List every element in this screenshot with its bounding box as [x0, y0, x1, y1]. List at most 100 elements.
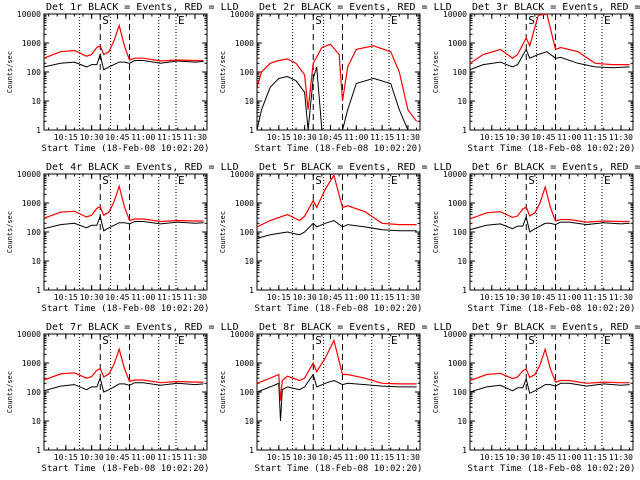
x-tick-label: 11:15	[370, 453, 394, 462]
y-axis-label: Counts/sec	[6, 371, 14, 413]
plot-frame	[469, 333, 634, 451]
x-tick-label: 11:00	[131, 293, 155, 302]
y-axis-label: Counts/sec	[219, 51, 227, 93]
x-tick-label: 10:15	[267, 453, 291, 462]
x-tick-label: 10:30	[80, 453, 104, 462]
y-tick-label: 1000	[235, 359, 254, 368]
y-tick-label: 10	[457, 257, 467, 266]
x-tick-label: 11:30	[609, 133, 633, 142]
panel-title: Det 2r BLACK = Events, RED = LLD	[259, 2, 452, 13]
y-tick-label: 10000	[17, 170, 41, 179]
plot-frame	[43, 173, 208, 291]
x-tick-label: 10:15	[480, 293, 504, 302]
y-tick-label: 10000	[17, 330, 41, 339]
x-tick-label: 11:30	[396, 293, 420, 302]
x-tick-label: 10:45	[531, 293, 555, 302]
series-lld-line	[257, 43, 418, 122]
series-events-line	[257, 219, 417, 239]
start-marker-label: S	[102, 334, 109, 347]
y-tick-label: 1000	[448, 359, 467, 368]
x-tick-label: 10:30	[506, 133, 530, 142]
start-marker-label: S	[102, 174, 109, 187]
series-lld-line	[44, 347, 204, 384]
x-axis-label: Start Time (18-Feb-08 10:02:20)	[255, 304, 423, 314]
series-events-line	[44, 376, 204, 393]
y-tick-label: 1	[249, 286, 254, 295]
panel-title: Det 7r BLACK = Events, RED = LLD	[46, 322, 239, 333]
y-tick-label: 10	[244, 97, 254, 106]
y-tick-label: 10	[31, 97, 41, 106]
x-tick-label: 11:00	[557, 133, 581, 142]
y-tick-label: 1000	[448, 199, 467, 208]
x-tick-label: 11:15	[583, 133, 607, 142]
start-marker-label: S	[102, 14, 109, 27]
x-axis-label: Start Time (18-Feb-08 10:02:20)	[42, 464, 210, 474]
y-tick-label: 10000	[443, 330, 467, 339]
x-tick-label: 10:15	[480, 133, 504, 142]
y-tick-label: 10	[244, 417, 254, 426]
x-tick-label: 11:00	[131, 453, 155, 462]
panel-title: Det 5r BLACK = Events, RED = LLD	[259, 162, 452, 173]
series-events-line	[44, 214, 204, 232]
end-marker-label: E	[391, 14, 398, 27]
series-lld-line	[44, 184, 204, 223]
y-tick-label: 10	[244, 257, 254, 266]
x-tick-label: 11:30	[183, 453, 207, 462]
y-tick-label: 100	[27, 388, 42, 397]
x-tick-label: 11:30	[183, 293, 207, 302]
detector-panel-7: Det 7r BLACK = Events, RED = LLD 1 10 100 10…	[6, 322, 239, 474]
end-marker-label: E	[604, 334, 611, 347]
detector-panel-5: Det 5r BLACK = Events, RED = LLD 1 10 100 10…	[219, 162, 452, 314]
y-axis-label: Counts/sec	[432, 211, 440, 253]
y-axis-label: Counts/sec	[219, 371, 227, 413]
y-tick-label: 1	[462, 446, 467, 455]
x-tick-label: 11:15	[583, 293, 607, 302]
panel-title: Det 6r BLACK = Events, RED = LLD	[472, 162, 640, 173]
x-tick-label: 11:00	[557, 293, 581, 302]
series-lld-line	[470, 184, 630, 223]
x-tick-label: 10:30	[80, 133, 104, 142]
y-tick-label: 1	[36, 126, 41, 135]
x-tick-label: 10:45	[318, 453, 342, 462]
plot-frame	[43, 13, 208, 131]
x-tick-label: 10:15	[267, 133, 291, 142]
y-tick-label: 100	[27, 68, 42, 77]
y-tick-label: 1	[462, 126, 467, 135]
y-tick-label: 1000	[22, 199, 41, 208]
x-tick-label: 10:30	[293, 133, 317, 142]
end-marker-label: E	[604, 174, 611, 187]
end-marker-label: E	[604, 14, 611, 27]
x-tick-label: 10:30	[293, 293, 317, 302]
y-tick-label: 1000	[448, 39, 467, 48]
y-tick-label: 10000	[443, 10, 467, 19]
x-tick-label: 10:30	[293, 453, 317, 462]
x-tick-label: 10:15	[54, 453, 78, 462]
detector-panel-1: Det 1r BLACK = Events, RED = LLD 1 10 100 10…	[6, 2, 239, 154]
y-axis-label: Counts/sec	[432, 51, 440, 93]
start-marker-label: S	[528, 174, 535, 187]
y-tick-label: 1000	[22, 359, 41, 368]
x-tick-label: 11:30	[609, 453, 633, 462]
y-axis-label: Counts/sec	[432, 371, 440, 413]
y-tick-label: 10000	[230, 330, 254, 339]
y-tick-label: 100	[240, 388, 255, 397]
x-tick-label: 10:30	[506, 293, 530, 302]
y-axis-label: Counts/sec	[219, 211, 227, 253]
x-axis-label: Start Time (18-Feb-08 10:02:20)	[468, 304, 636, 314]
x-tick-label: 10:45	[531, 133, 555, 142]
x-axis-label: Start Time (18-Feb-08 10:02:20)	[42, 304, 210, 314]
x-tick-label: 10:45	[318, 293, 342, 302]
panel-title: Det 8r BLACK = Events, RED = LLD	[259, 322, 452, 333]
x-tick-label: 10:15	[54, 293, 78, 302]
x-tick-label: 11:15	[157, 453, 181, 462]
start-marker-label: S	[315, 334, 322, 347]
x-tick-label: 11:15	[157, 133, 181, 142]
x-tick-label: 11:00	[344, 453, 368, 462]
end-marker-label: E	[178, 14, 185, 27]
y-tick-label: 10	[31, 417, 41, 426]
y-tick-label: 1000	[235, 39, 254, 48]
x-tick-label: 10:15	[480, 453, 504, 462]
end-marker-label: E	[391, 174, 398, 187]
y-tick-label: 10000	[443, 170, 467, 179]
x-tick-label: 10:45	[105, 293, 129, 302]
